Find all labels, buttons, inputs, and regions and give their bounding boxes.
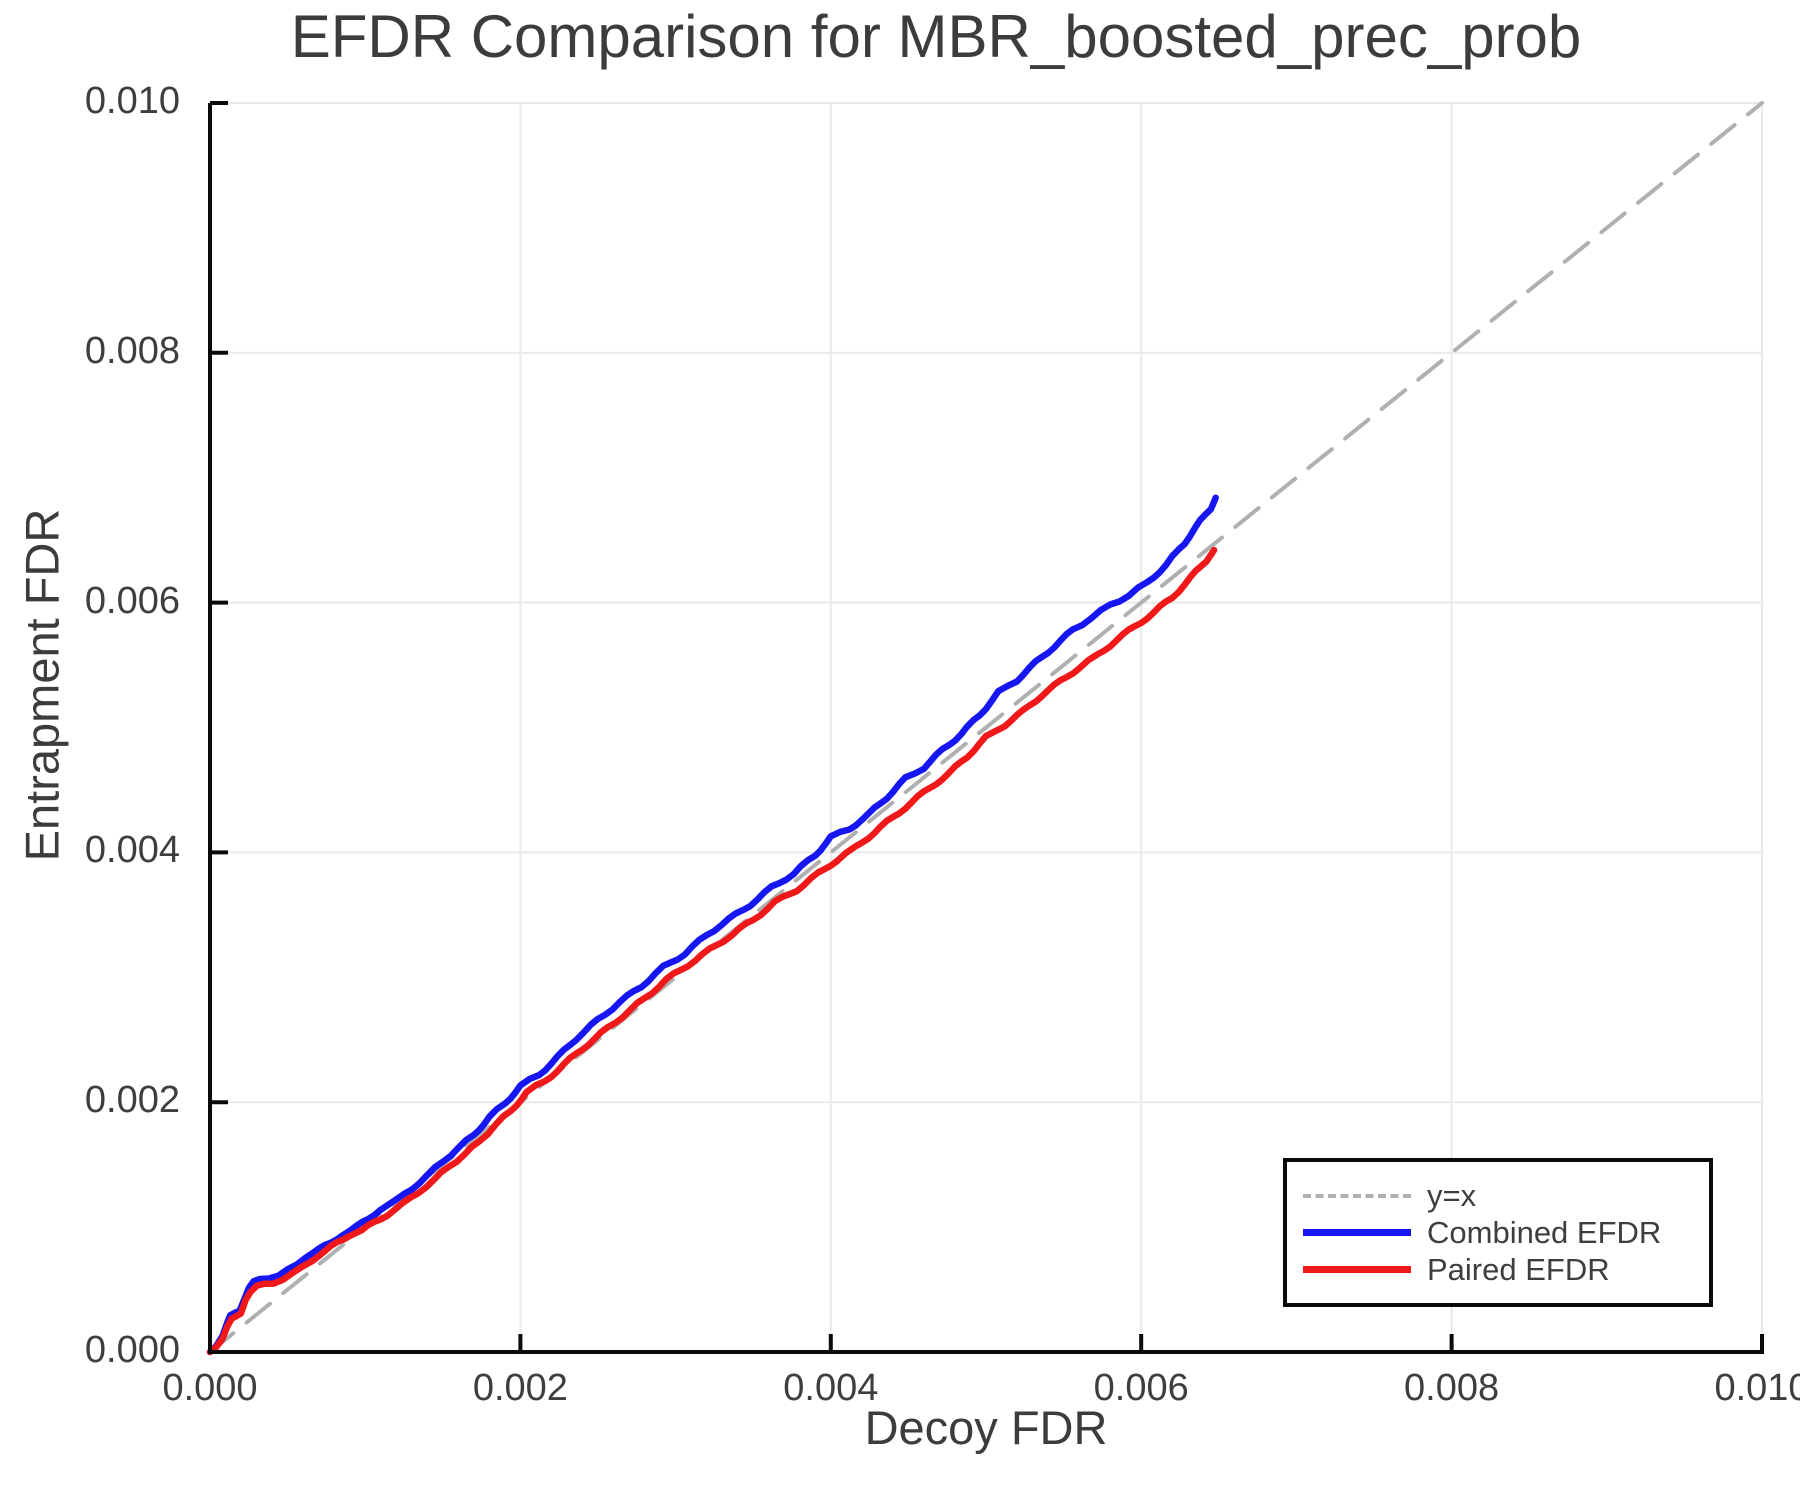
x-tick-label: 0.006 [1093,1367,1189,1409]
legend-line-sample-paired [1303,1266,1411,1273]
legend-item: Combined EFDR [1303,1214,1709,1251]
x-tick-label: 0.010 [1714,1367,1800,1409]
chart-title: EFDR Comparison for MBR_boosted_prec_pro… [290,3,1582,70]
legend-item-label: Paired EFDR [1427,1252,1610,1287]
x-axis-label: Decoy FDR [864,1401,1108,1454]
legend-item: y=x [1303,1177,1709,1214]
legend-item-label: y=x [1427,1178,1477,1213]
legend-item-label: Combined EFDR [1427,1215,1662,1250]
y-tick-label: 0.006 [84,579,180,622]
y-tick-label: 0.010 [84,80,180,122]
y-tick-label: 0.000 [84,1329,180,1371]
y-axis-label: Entrapment FDR [15,508,69,862]
x-tick-label: 0.002 [472,1367,568,1409]
legend-item: Paired EFDR [1303,1251,1709,1288]
y-tick-label: 0.004 [84,829,180,872]
legend-line-sample-combined [1303,1229,1411,1236]
x-tick-label: 0.008 [1404,1367,1500,1409]
x-tick-label: 0.000 [162,1367,258,1409]
combined-efdr-line [206,494,1219,1356]
legend-line-sample-identity [1303,1193,1411,1198]
paired-efdr-line [206,546,1218,1356]
identity-line [208,101,1764,1354]
y-tick-label: 0.008 [84,329,180,372]
legend: y=x Combined EFDR Paired EFDR [1283,1158,1713,1307]
x-tick-label: 0.004 [783,1367,879,1409]
y-tick-label: 0.002 [84,1079,180,1122]
